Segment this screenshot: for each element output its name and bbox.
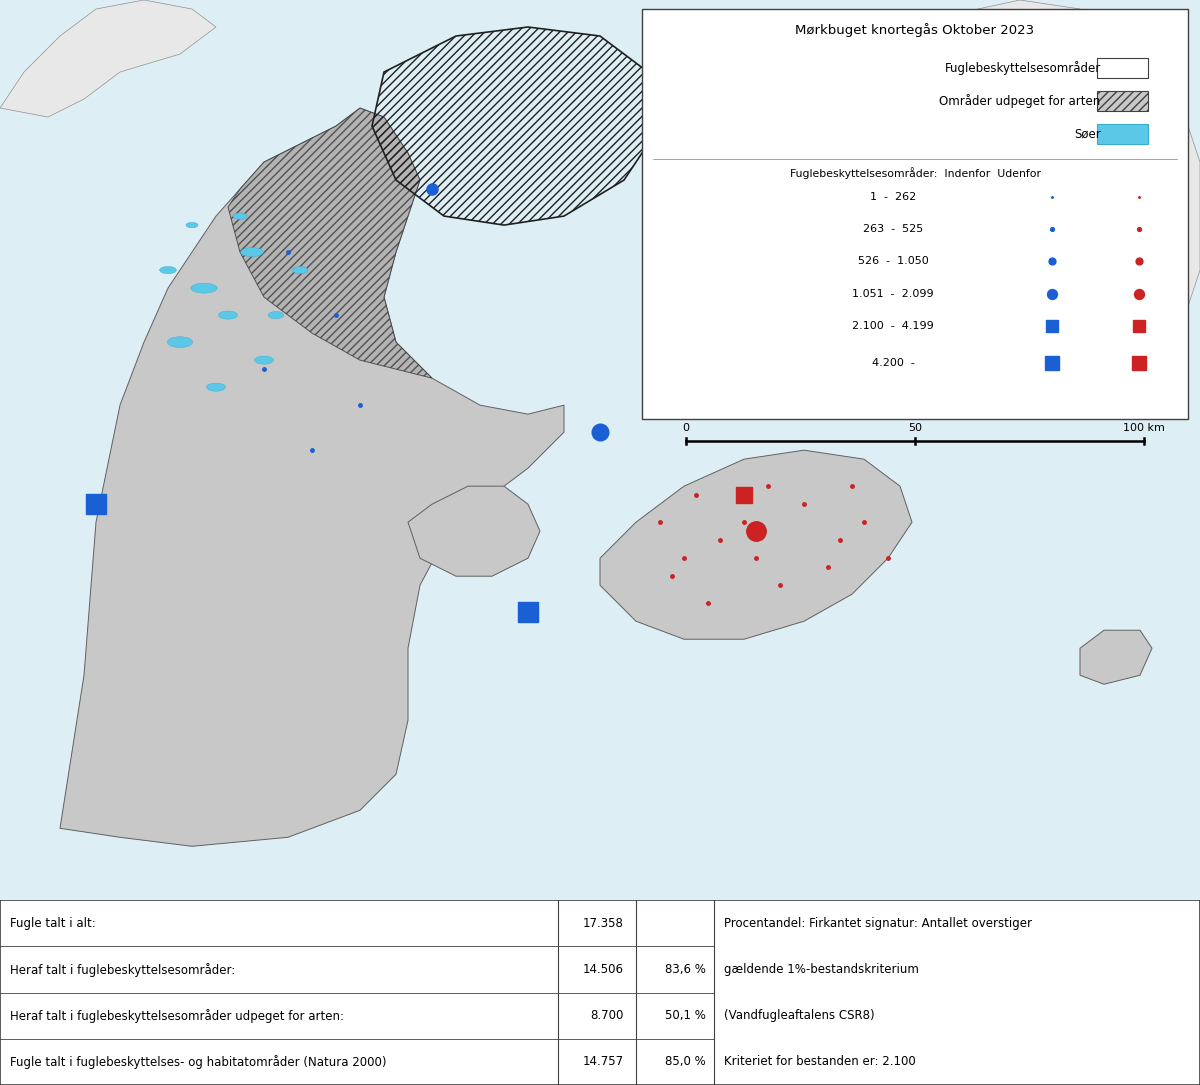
Ellipse shape — [218, 311, 238, 319]
Text: 1  -  262: 1 - 262 — [870, 192, 917, 203]
Polygon shape — [60, 108, 564, 846]
Text: 85,0 %: 85,0 % — [665, 1056, 706, 1069]
Polygon shape — [1080, 630, 1152, 685]
Text: 0: 0 — [682, 423, 689, 433]
Text: gældende 1%-bestandskriterium: gældende 1%-bestandskriterium — [724, 963, 918, 976]
Text: Fuglebeskyttelsesområder: Fuglebeskyttelsesområder — [944, 62, 1100, 75]
Polygon shape — [600, 450, 912, 639]
Text: (Vandfugleaftalens CSR8): (Vandfugleaftalens CSR8) — [724, 1009, 875, 1022]
Text: Heraf talt i fuglebeskyttelsesområder udpeget for arten:: Heraf talt i fuglebeskyttelsesområder ud… — [10, 1009, 343, 1023]
Polygon shape — [924, 0, 1200, 396]
Text: 83,6 %: 83,6 % — [665, 963, 706, 976]
Text: Søer: Søer — [1074, 127, 1100, 140]
Text: 17.358: 17.358 — [583, 917, 624, 930]
Ellipse shape — [293, 267, 307, 273]
Ellipse shape — [233, 213, 247, 219]
Polygon shape — [228, 108, 432, 379]
Polygon shape — [408, 486, 540, 576]
Text: 14.757: 14.757 — [583, 1056, 624, 1069]
Text: Procentandel: Firkantet signatur: Antallet overstiger: Procentandel: Firkantet signatur: Antall… — [724, 917, 1032, 930]
FancyBboxPatch shape — [642, 9, 1188, 419]
Polygon shape — [0, 0, 216, 117]
Text: 50,1 %: 50,1 % — [665, 1009, 706, 1022]
Ellipse shape — [191, 283, 217, 293]
Ellipse shape — [160, 267, 176, 273]
Text: 4.200  -: 4.200 - — [871, 358, 914, 368]
Text: Kriteriet for bestanden er: 2.100: Kriteriet for bestanden er: 2.100 — [724, 1056, 916, 1069]
Text: 50: 50 — [908, 423, 922, 433]
FancyBboxPatch shape — [0, 901, 1200, 1085]
Text: Fugle talt i alt:: Fugle talt i alt: — [10, 917, 95, 930]
FancyBboxPatch shape — [1097, 59, 1147, 78]
FancyBboxPatch shape — [1097, 124, 1147, 144]
Text: 14.506: 14.506 — [583, 963, 624, 976]
FancyBboxPatch shape — [1097, 91, 1147, 111]
Text: Mørkbuget knortegås Oktober 2023: Mørkbuget knortegås Oktober 2023 — [796, 24, 1034, 37]
Ellipse shape — [168, 336, 193, 347]
Ellipse shape — [240, 247, 264, 256]
Text: 2.100  -  4.199: 2.100 - 4.199 — [852, 321, 934, 332]
Text: Heraf talt i fuglebeskyttelsesområder:: Heraf talt i fuglebeskyttelsesområder: — [10, 962, 235, 976]
Text: 8.700: 8.700 — [590, 1009, 624, 1022]
Text: 263  -  525: 263 - 525 — [863, 224, 923, 234]
Ellipse shape — [206, 383, 226, 392]
Ellipse shape — [269, 311, 284, 319]
Text: Fugle talt i fuglebeskyttelses- og habitatområder (Natura 2000): Fugle talt i fuglebeskyttelses- og habit… — [10, 1055, 386, 1069]
Text: 100 km: 100 km — [1123, 423, 1165, 433]
Text: 526  -  1.050: 526 - 1.050 — [858, 256, 929, 266]
Text: 1.051  -  2.099: 1.051 - 2.099 — [852, 289, 934, 298]
Text: Områder udpeget for arten: Områder udpeget for arten — [940, 94, 1100, 109]
Ellipse shape — [254, 356, 274, 365]
Ellipse shape — [186, 222, 198, 228]
Text: Fuglebeskyttelsesområder:  Indenfor  Udenfor: Fuglebeskyttelsesområder: Indenfor Udenf… — [790, 167, 1040, 179]
